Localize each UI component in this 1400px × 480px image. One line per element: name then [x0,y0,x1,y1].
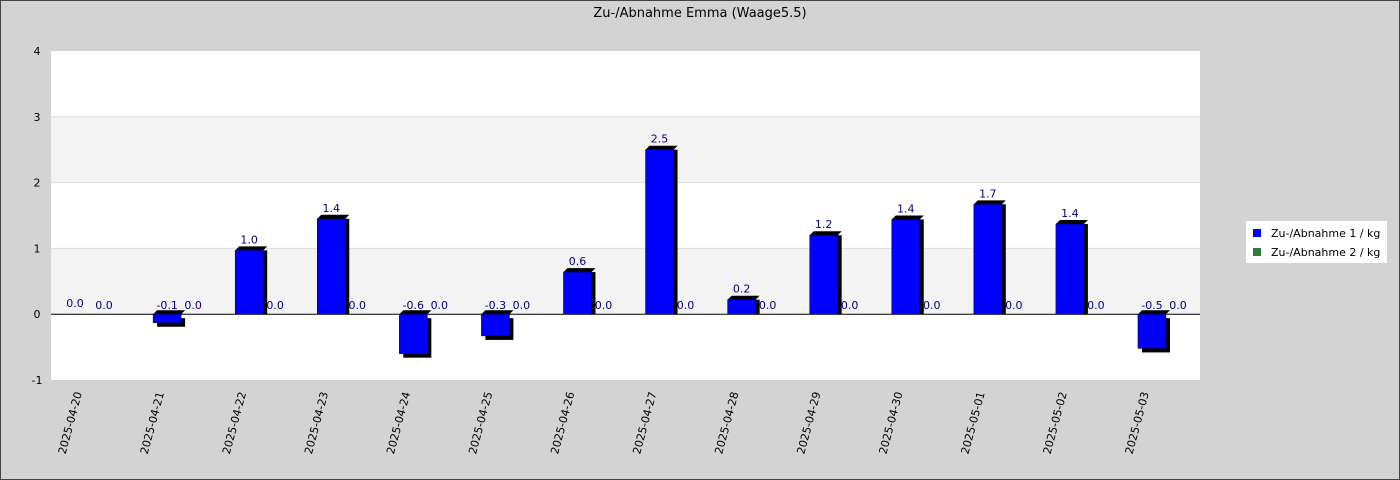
bar [809,234,838,315]
chart-title: Zu-/Abnahme Emma (Waage5.5) [593,6,806,21]
plot-background [51,51,1200,380]
bar-value-label: 0.0 [184,299,202,312]
bar-value-label: 1.2 [815,218,833,231]
bar-value-label: 0.0 [349,299,367,312]
bar-value-label: 0.0 [1087,299,1105,312]
bar-value-label: 0.0 [431,299,449,312]
bar-value-label: 0.0 [66,297,84,310]
bar-value-label: 0.0 [595,299,613,312]
bar-top [563,268,596,273]
y-tick-label: 3 [34,111,41,124]
bar-top [1137,310,1170,315]
bar [399,313,428,354]
bar-value-label: 0.0 [923,299,941,312]
y-tick-label: 4 [34,45,41,58]
y-tick-label: -1 [32,374,43,387]
plot-area: -1 0 1 2 3 4 0.0 0.0 2025-04-20 -0.1 0.0 2025-04-21… [32,45,1200,456]
bar-top [481,310,514,315]
bar [1055,223,1085,315]
bar-value-label: -0.1 [156,299,177,312]
y-tick-label: 1 [34,242,41,255]
bar-top [153,310,186,315]
bar [891,219,920,315]
grid-band [51,116,1200,183]
bar [563,271,592,315]
legend-box [1246,221,1387,263]
x-tick-label: 2025-04-28 [712,390,741,455]
x-tick-label: 2025-05-01 [959,390,988,455]
bar-value-label: 0.0 [841,299,859,312]
bar-top [399,310,432,315]
bar [727,299,756,315]
bar-value-label: 1.7 [979,187,997,200]
bar-value-label: 0.0 [266,299,284,312]
y-tick-label: 2 [34,177,41,190]
legend: Zu-/Abnahme 1 / kg Zu-/Abnahme 2 / kg [1246,221,1387,263]
x-tick-label: 2025-04-23 [302,390,331,455]
bar-top [235,246,268,251]
bar [1137,313,1167,349]
grid-band [51,248,1200,315]
bar [973,204,1003,315]
x-tick-label: 2025-04-22 [220,390,249,455]
bar-value-label: -0.3 [485,299,506,312]
bar-top [973,200,1006,205]
bar-value-label: 0.6 [569,255,587,268]
x-tick-label: 2025-04-21 [138,390,167,455]
x-tick-label: 2025-04-30 [877,390,906,455]
bar-value-label: 0.0 [513,299,531,312]
bar-value-label: 0.2 [733,283,751,296]
x-tick-label: 2025-04-29 [794,390,823,455]
bar-value-label: -0.6 [403,299,424,312]
bar-value-label: 0.0 [759,299,777,312]
bar-value-label: 1.0 [240,233,258,246]
legend-label: Zu-/Abnahme 1 / kg [1271,227,1380,240]
bar-value-label: 1.4 [1061,207,1079,220]
bar-value-label: 1.4 [323,202,341,215]
bar-value-label: 0.0 [1169,299,1187,312]
y-tick-label: 0 [34,308,41,321]
bar [234,250,264,315]
x-tick-label: 2025-04-27 [630,390,659,455]
bar [481,313,510,337]
bar-top [645,145,678,150]
bar-value-label: 1.4 [897,202,915,215]
bar-top [809,231,842,236]
x-tick-label: 2025-04-26 [548,390,577,455]
bar-value-label: 0.0 [1005,299,1023,312]
bar-value-label: 0.0 [95,299,113,312]
x-tick-label: 2025-04-20 [56,390,85,455]
x-tick-label: 2025-04-25 [466,390,495,455]
x-tick-label: 2025-04-24 [384,390,413,455]
bar-value-label: 0.0 [677,299,695,312]
bar [317,218,346,315]
bar-top [1055,220,1088,225]
legend-label: Zu-/Abnahme 2 / kg [1271,246,1380,259]
bar-top [727,295,760,300]
bar-value-label: -0.5 [1141,299,1162,312]
bar [152,313,182,324]
legend-swatch [1253,248,1261,256]
x-tick-label: 2025-05-02 [1041,390,1070,455]
bar-top [317,214,350,219]
x-tick-label: 2025-05-03 [1123,390,1152,455]
bar-value-label: 2.5 [651,133,669,146]
bar [645,149,674,315]
legend-swatch [1253,229,1261,237]
bar-top [891,215,924,220]
